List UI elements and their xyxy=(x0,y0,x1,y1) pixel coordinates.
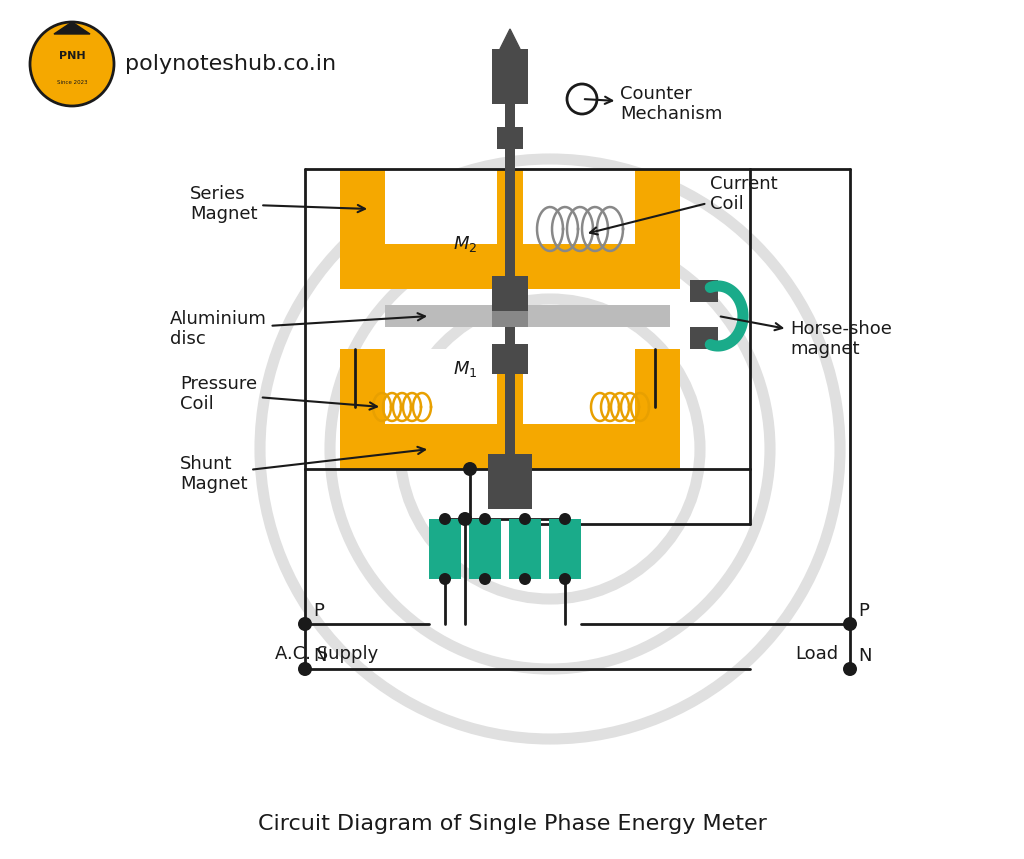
Circle shape xyxy=(559,573,571,585)
Text: Load: Load xyxy=(795,645,838,663)
Bar xyxy=(505,149,515,344)
Polygon shape xyxy=(500,29,520,49)
Bar xyxy=(497,127,523,149)
Bar xyxy=(505,101,515,129)
Circle shape xyxy=(30,22,114,106)
Text: Current
Coil: Current Coil xyxy=(590,174,777,235)
Bar xyxy=(549,519,581,579)
Text: polynoteshub.co.in: polynoteshub.co.in xyxy=(125,54,336,74)
Text: Aluminium
disc: Aluminium disc xyxy=(170,309,425,349)
Bar xyxy=(522,169,635,244)
Circle shape xyxy=(843,662,857,676)
Bar xyxy=(488,454,532,509)
Circle shape xyxy=(519,573,531,585)
Polygon shape xyxy=(54,22,90,34)
Text: $M_1$: $M_1$ xyxy=(453,359,477,379)
Circle shape xyxy=(567,84,597,114)
Circle shape xyxy=(463,462,477,476)
Bar xyxy=(340,349,680,469)
Bar xyxy=(385,169,498,244)
Text: Pressure
Coil: Pressure Coil xyxy=(180,375,377,413)
Circle shape xyxy=(577,94,587,104)
Bar xyxy=(385,305,670,327)
Bar xyxy=(492,344,528,374)
Bar xyxy=(509,519,541,579)
Bar xyxy=(340,169,680,289)
Text: Circuit Diagram of Single Phase Energy Meter: Circuit Diagram of Single Phase Energy M… xyxy=(258,814,766,834)
Bar xyxy=(492,49,528,104)
Bar xyxy=(385,349,498,424)
Bar xyxy=(505,294,515,489)
Text: PNH: PNH xyxy=(58,51,85,61)
Bar xyxy=(429,519,461,579)
Text: Series
Magnet: Series Magnet xyxy=(190,185,365,223)
Text: Shunt
Magnet: Shunt Magnet xyxy=(180,447,425,493)
Text: N: N xyxy=(313,647,327,665)
Text: N: N xyxy=(858,647,871,665)
Circle shape xyxy=(559,513,571,525)
Bar xyxy=(690,280,718,302)
Circle shape xyxy=(298,617,312,631)
Text: P: P xyxy=(313,602,324,620)
Circle shape xyxy=(479,513,490,525)
Circle shape xyxy=(439,573,451,585)
Bar xyxy=(469,519,501,579)
Circle shape xyxy=(479,573,490,585)
Text: $M_2$: $M_2$ xyxy=(453,234,477,254)
Circle shape xyxy=(298,662,312,676)
Bar xyxy=(492,276,528,311)
Text: Horse-shoe
magnet: Horse-shoe magnet xyxy=(721,316,892,358)
Bar xyxy=(522,349,635,424)
Text: Counter
Mechanism: Counter Mechanism xyxy=(585,84,722,124)
Text: A.C. Supply: A.C. Supply xyxy=(275,645,378,663)
Bar xyxy=(690,327,718,349)
Circle shape xyxy=(458,512,472,526)
Circle shape xyxy=(843,617,857,631)
Circle shape xyxy=(519,513,531,525)
Circle shape xyxy=(439,513,451,525)
Bar xyxy=(492,305,528,327)
Text: Since 2023: Since 2023 xyxy=(56,80,87,84)
Text: P: P xyxy=(858,602,869,620)
